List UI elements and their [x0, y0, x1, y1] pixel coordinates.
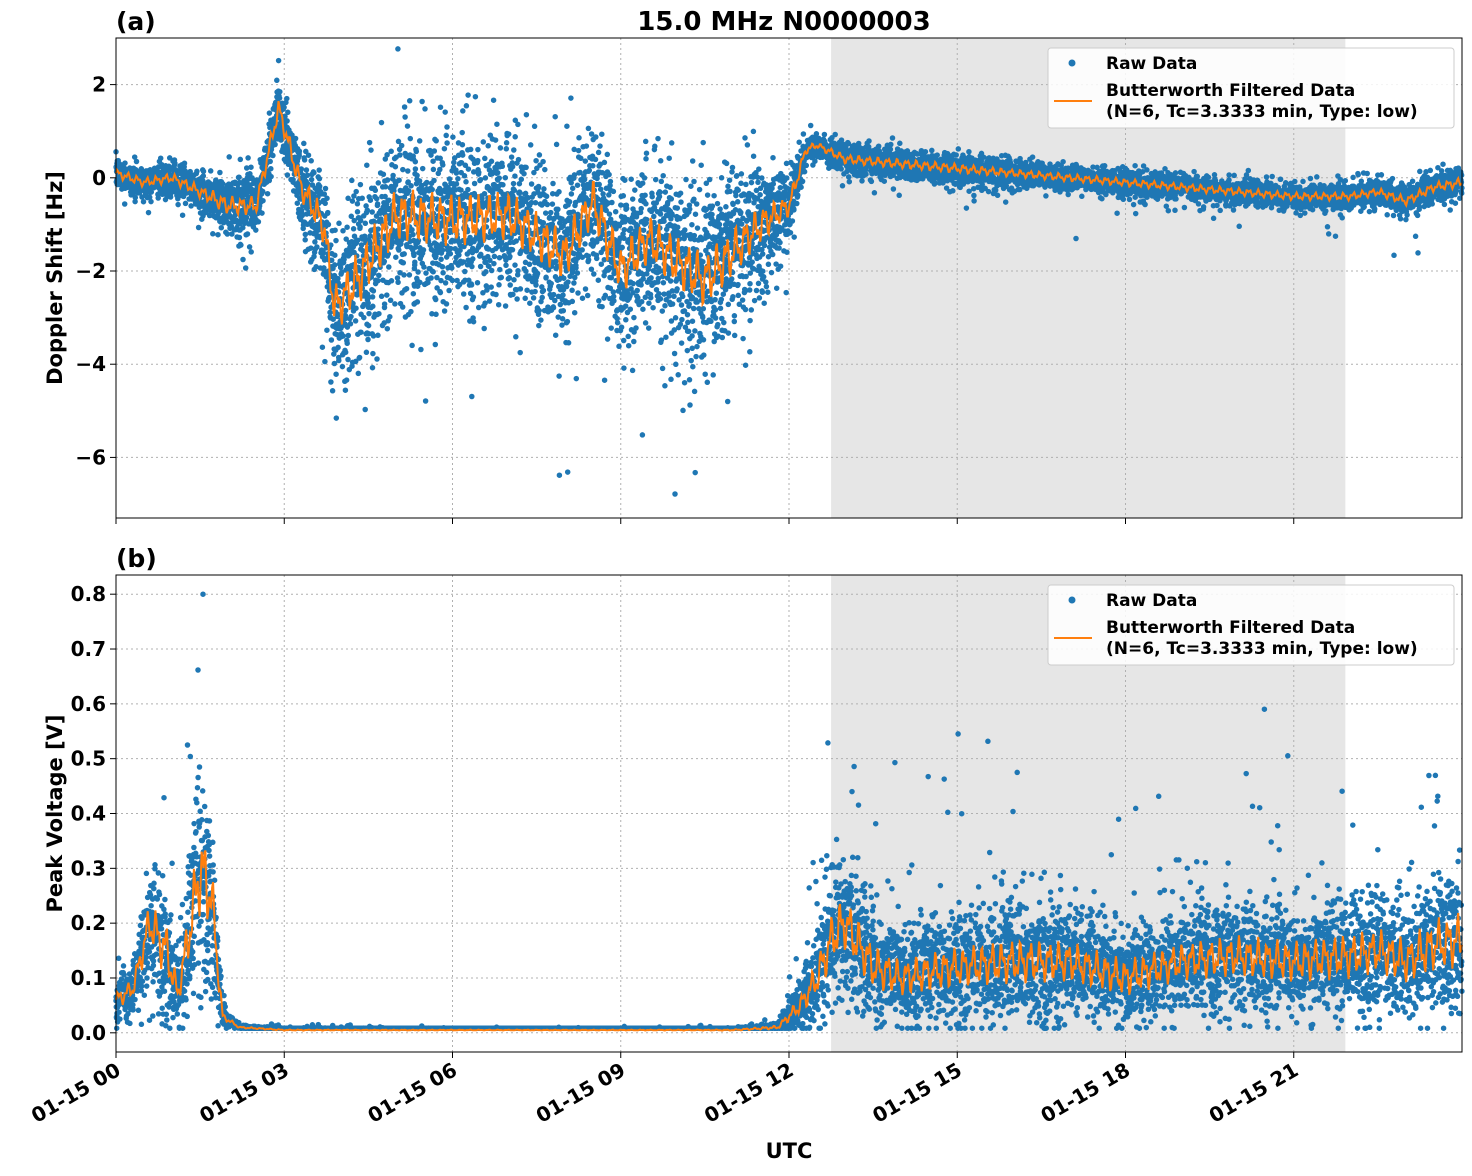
y-tick-label: 0.2: [71, 911, 106, 935]
panel-a-y-ticks: −6 −4 −2 0 2: [75, 73, 116, 469]
panel-a-filtered-line: [115, 100, 1463, 325]
y-tick-label: 0: [92, 166, 106, 190]
panel-a-legend-filtered-label: Butterworth Filtered Data: [1106, 81, 1355, 101]
panel-b-legend-raw-marker: [1068, 596, 1076, 604]
y-tick-label: −4: [75, 352, 106, 376]
panel-b-legend: Raw Data Butterworth Filtered Data (N=6,…: [1047, 584, 1455, 666]
panel-b-label: (b): [116, 544, 157, 573]
panel-a-legend-raw-label: Raw Data: [1106, 54, 1197, 74]
y-tick-label: 0.1: [71, 966, 106, 990]
panel-a-x-ticks: [115, 518, 1295, 524]
x-axis-label: UTC: [766, 1139, 813, 1163]
x-tick-label: 01-15 00: [27, 1058, 125, 1128]
chart-title: 15.0 MHz N0000003: [637, 7, 930, 37]
y-tick-label: 0.3: [71, 856, 106, 880]
x-tick-label: 01-15 21: [1205, 1058, 1303, 1128]
y-tick-label: −2: [75, 259, 106, 283]
y-tick-label: −6: [75, 445, 106, 469]
y-tick-label: 2: [92, 73, 106, 97]
x-tick-label: 01-15 15: [868, 1058, 966, 1128]
panel-b-legend-raw-label: Raw Data: [1106, 591, 1197, 611]
y-tick-label: 0.6: [71, 692, 106, 716]
y-tick-label: 0.7: [71, 637, 106, 661]
x-tick-label: 01-15 12: [700, 1058, 798, 1128]
x-tick-label: 01-15 03: [195, 1058, 293, 1128]
y-tick-label: 0.4: [71, 802, 106, 826]
y-tick-label: 0.8: [71, 582, 106, 606]
panel-b-x-ticks: 01-15 00 01-15 03 01-15 06 01-15 09 01-15 12…: [27, 1052, 1302, 1128]
panel-b: 0.00.10.20.30.40.50.60.70.8 01-15 00 01-1…: [27, 544, 1465, 1163]
x-tick-label: 01-15 09: [532, 1058, 630, 1128]
x-tick-label: 01-15 06: [363, 1058, 461, 1128]
panel-b-legend-box: [1047, 584, 1455, 666]
panel-a-legend: Raw Data Butterworth Filtered Data (N=6,…: [1047, 47, 1455, 129]
panel-b-legend-filtered-params: (N=6, Tc=3.3333 min, Type: low): [1106, 639, 1418, 659]
panel-a-legend-box: [1047, 47, 1455, 129]
panel-b-y-ticks: 0.0 0.1 0.2 0.3 0.4 0.5 0.6 0.7 0.8: [71, 582, 116, 1045]
panel-a-legend-raw-marker: [1068, 59, 1076, 67]
panel-a-label: (a): [116, 7, 156, 36]
panel-a: −6 −4 −2 0 2 (a) 15.0 MHz N0000003 Doppler S…: [43, 7, 1465, 524]
panel-b-filtered-line: [115, 850, 1463, 1032]
y-tick-label: 0.0: [71, 1021, 106, 1045]
panel-a-legend-filtered-params: (N=6, Tc=3.3333 min, Type: low): [1106, 102, 1418, 122]
x-tick-label: 01-15 18: [1036, 1058, 1134, 1128]
panel-a-y-axis-label: Doppler Shift [Hz]: [43, 171, 67, 385]
panel-b-legend-filtered-label: Butterworth Filtered Data: [1106, 618, 1355, 638]
panel-b-y-axis-label: Peak Voltage [V]: [43, 714, 67, 912]
y-tick-label: 0.5: [71, 747, 106, 771]
